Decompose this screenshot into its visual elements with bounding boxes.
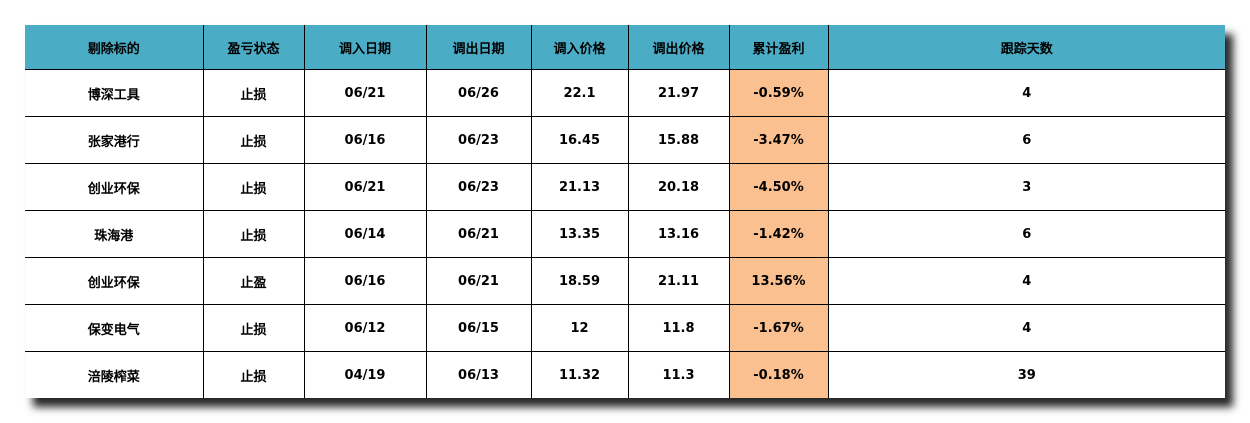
cell-stock-name: 创业环保 xyxy=(25,257,204,305)
cell-status: 止损 xyxy=(202,351,305,398)
cell-in-price: 21.13 xyxy=(530,163,629,211)
table-row: 博深工具 止损 06/21 06/26 22.1 21.97 -0.59% 4 xyxy=(25,69,1225,117)
column-header-in-price: 调入价格 xyxy=(530,25,629,70)
cell-out-price: 11.3 xyxy=(627,351,730,398)
cell-in-date: 06/16 xyxy=(303,116,427,164)
cell-status: 止损 xyxy=(202,163,305,211)
cell-out-date: 06/21 xyxy=(425,257,532,305)
cell-cumulative-profit: -4.50% xyxy=(728,163,829,211)
cell-in-price: 18.59 xyxy=(530,257,629,305)
column-header-status: 盈亏状态 xyxy=(202,25,305,70)
cell-status: 止盈 xyxy=(202,257,305,305)
column-header-stock-name: 剔除标的 xyxy=(25,25,204,70)
table-row: 涪陵榨菜 止损 04/19 06/13 11.32 11.3 -0.18% 39 xyxy=(25,351,1225,398)
cell-out-price: 13.16 xyxy=(627,210,730,258)
cell-in-date: 06/12 xyxy=(303,304,427,352)
cell-cumulative-profit: -0.18% xyxy=(728,351,829,398)
cell-in-date: 06/14 xyxy=(303,210,427,258)
cell-status: 止损 xyxy=(202,210,305,258)
column-header-out-price: 调出价格 xyxy=(627,25,730,70)
cell-cumulative-profit: -1.67% xyxy=(728,304,829,352)
cell-stock-name: 涪陵榨菜 xyxy=(25,351,204,398)
cell-in-price: 16.45 xyxy=(530,116,629,164)
cell-out-date: 06/13 xyxy=(425,351,532,398)
cell-in-date: 06/16 xyxy=(303,257,427,305)
cell-stock-name: 创业环保 xyxy=(25,163,204,211)
cell-out-date: 06/21 xyxy=(425,210,532,258)
header-row: 剔除标的 盈亏状态 调入日期 调出日期 调入价格 调出价格 累计盈利 跟踪天数 xyxy=(25,25,1225,70)
column-header-in-date: 调入日期 xyxy=(303,25,427,70)
cell-in-price: 13.35 xyxy=(530,210,629,258)
cell-status: 止损 xyxy=(202,69,305,117)
cell-cumulative-profit: -0.59% xyxy=(728,69,829,117)
table-row: 创业环保 止盈 06/16 06/21 18.59 21.11 13.56% 4 xyxy=(25,257,1225,305)
cell-in-date: 06/21 xyxy=(303,163,427,211)
cell-cumulative-profit: -3.47% xyxy=(728,116,829,164)
cell-stock-name: 珠海港 xyxy=(25,210,204,258)
cell-out-date: 06/23 xyxy=(425,163,532,211)
cell-tracking-days: 6 xyxy=(827,210,1225,258)
cell-stock-name: 博深工具 xyxy=(25,69,204,117)
cell-in-price: 12 xyxy=(530,304,629,352)
column-header-out-date: 调出日期 xyxy=(425,25,532,70)
table-body: 博深工具 止损 06/21 06/26 22.1 21.97 -0.59% 4 张家港行 止损 06… xyxy=(25,69,1225,398)
cell-out-date: 06/26 xyxy=(425,69,532,117)
cell-out-date: 06/15 xyxy=(425,304,532,352)
cell-tracking-days: 4 xyxy=(827,304,1225,352)
column-header-tracking-days: 跟踪天数 xyxy=(827,25,1225,70)
table-row: 珠海港 止损 06/14 06/21 13.35 13.16 -1.42% 6 xyxy=(25,210,1225,258)
cell-in-price: 11.32 xyxy=(530,351,629,398)
cell-out-price: 21.97 xyxy=(627,69,730,117)
cell-tracking-days: 4 xyxy=(827,69,1225,117)
cell-tracking-days: 4 xyxy=(827,257,1225,305)
cell-cumulative-profit: -1.42% xyxy=(728,210,829,258)
table-row: 保变电气 止损 06/12 06/15 12 11.8 -1.67% 4 xyxy=(25,304,1225,352)
cell-in-price: 22.1 xyxy=(530,69,629,117)
cell-out-price: 21.11 xyxy=(627,257,730,305)
column-header-cumulative-profit: 累计盈利 xyxy=(728,25,829,70)
cell-out-price: 20.18 xyxy=(627,163,730,211)
table-row: 创业环保 止损 06/21 06/23 21.13 20.18 -4.50% 3 xyxy=(25,163,1225,211)
cell-in-date: 04/19 xyxy=(303,351,427,398)
cell-out-price: 15.88 xyxy=(627,116,730,164)
removed-stocks-table-container: 剔除标的 盈亏状态 调入日期 调出日期 调入价格 调出价格 累计盈利 跟踪天数 博深工具 止损 0… xyxy=(25,25,1225,398)
cell-tracking-days: 39 xyxy=(827,351,1225,398)
cell-stock-name: 保变电气 xyxy=(25,304,204,352)
table-row: 张家港行 止损 06/16 06/23 16.45 15.88 -3.47% 6 xyxy=(25,116,1225,164)
cell-tracking-days: 6 xyxy=(827,116,1225,164)
cell-out-price: 11.8 xyxy=(627,304,730,352)
cell-in-date: 06/21 xyxy=(303,69,427,117)
removed-stocks-table: 剔除标的 盈亏状态 调入日期 调出日期 调入价格 调出价格 累计盈利 跟踪天数 博深工具 止损 0… xyxy=(25,25,1225,398)
cell-out-date: 06/23 xyxy=(425,116,532,164)
cell-stock-name: 张家港行 xyxy=(25,116,204,164)
cell-status: 止损 xyxy=(202,304,305,352)
cell-cumulative-profit: 13.56% xyxy=(728,257,829,305)
cell-tracking-days: 3 xyxy=(827,163,1225,211)
cell-status: 止损 xyxy=(202,116,305,164)
